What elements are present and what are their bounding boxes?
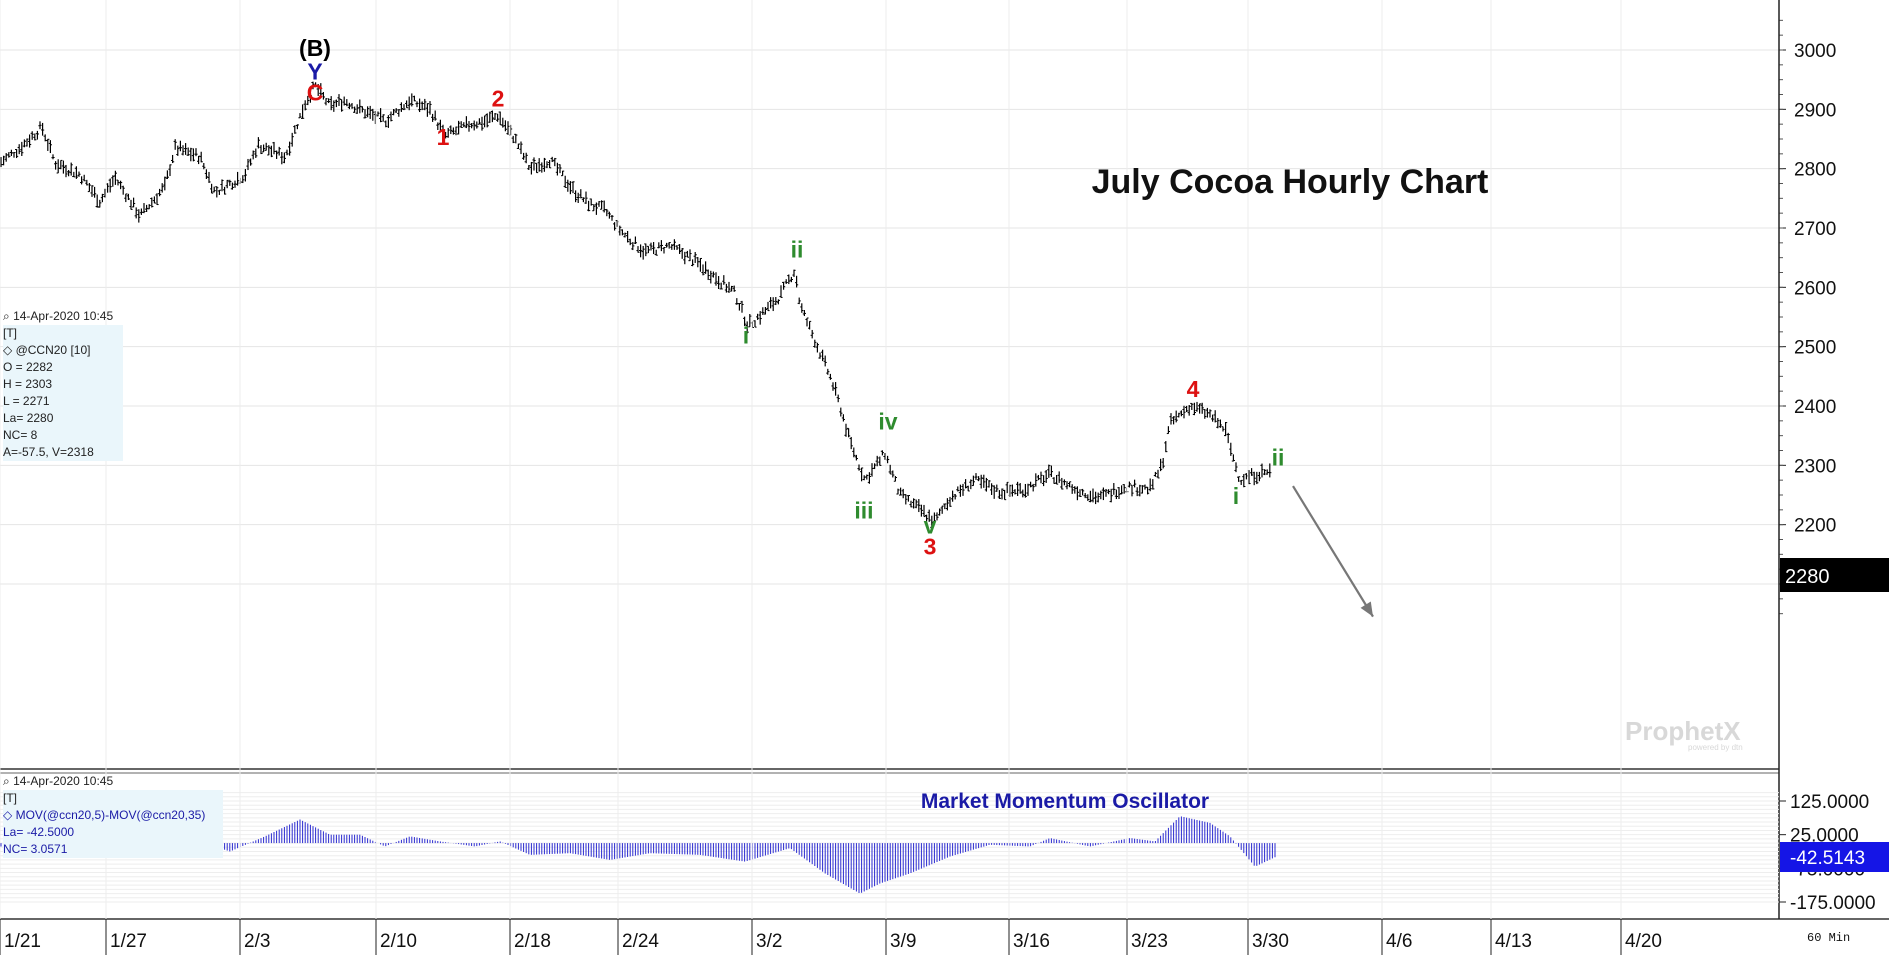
info-low: L = 2271: [3, 393, 123, 410]
date-tick-label: 2/18: [514, 931, 551, 952]
date-tick-label: 1/27: [110, 931, 147, 952]
wave-label: i: [743, 323, 749, 349]
info-symbol: ◇ @CCN20 [10]: [3, 342, 123, 359]
price-tick-label: 3000: [1794, 41, 1836, 62]
watermark-sub: powered by dtn: [1688, 743, 1743, 752]
price-tick-label: 2400: [1794, 397, 1836, 418]
date-tick-label: 2/3: [244, 931, 270, 952]
price-tick-label: 2300: [1794, 456, 1836, 477]
date-tick-label: 3/23: [1131, 931, 1168, 952]
oscillator-tick-label: -175.0000: [1790, 893, 1876, 914]
wave-label: C: [307, 79, 324, 105]
wave-label: ii: [1272, 444, 1285, 470]
info-high: H = 2303: [3, 376, 123, 393]
date-tick-label: 1/21: [4, 931, 41, 952]
wave-label: iii: [854, 498, 873, 524]
wave-label: 2: [492, 85, 505, 111]
wave-label: Y: [307, 59, 322, 85]
price-axis: 3000290028002700260025002400230022002100: [1779, 19, 1836, 615]
wave-label: i: [1233, 483, 1239, 509]
osc-info-nc: NC= 3.0571: [3, 841, 223, 858]
last-price-badge: [1780, 558, 1889, 592]
oscillator-tick-label: 25.0000: [1790, 826, 1859, 847]
price-tick-label: 2800: [1794, 160, 1836, 181]
magnifier-icon[interactable]: ⌕: [3, 774, 10, 788]
wave-label: ii: [791, 237, 804, 263]
date-axis: 1/21 1/27 2/3 2/10 2/18 2/24 3/2 3/9 3/16 3/23 3/3…: [0, 0, 1662, 955]
price-bars: [0, 81, 1272, 528]
projection-arrow: [1292, 485, 1374, 618]
wave-label: (B): [299, 35, 331, 61]
magnifier-icon[interactable]: ⌕: [3, 309, 10, 323]
osc-info-last: La= -42.5000: [3, 824, 223, 841]
wave-label: 4: [1187, 376, 1200, 402]
oscillator-title: Market Momentum Oscillator: [921, 790, 1209, 813]
price-tick-label: 2200: [1794, 516, 1836, 537]
info-date: ⌕ 14-Apr-2020 10:45: [3, 309, 114, 323]
date-tick-label: 4/13: [1495, 931, 1532, 952]
projection-arrow-line: [1292, 485, 1374, 618]
chart-title: July Cocoa Hourly Chart: [1092, 163, 1489, 201]
wave-label: v: [924, 513, 937, 539]
price-info-panel: ⌕ 14-Apr-2020 10:45 [T] ◇ @CCN20 [10] O …: [3, 308, 123, 461]
price-gridlines: [0, 49, 1779, 585]
timeframe-label: 60 Min: [1807, 931, 1850, 945]
wave-label: iv: [878, 409, 897, 435]
info-mode: [T]: [3, 325, 123, 342]
info-nc: NC= 8: [3, 427, 123, 444]
date-tick-label: 3/9: [890, 931, 916, 952]
oscillator-tick-label: 125.0000: [1790, 792, 1869, 813]
oscillator-info-panel: ⌕ 14-Apr-2020 10:45 [T] ◇ MOV(@ccn20,5)-…: [3, 773, 223, 858]
diamond-icon: ◇: [3, 343, 13, 357]
date-tick-label: 3/16: [1013, 931, 1050, 952]
osc-info-formula: ◇ MOV(@ccn20,5)-MOV(@ccn20,35): [3, 807, 223, 824]
price-tick-label: 2600: [1794, 278, 1836, 299]
date-tick-label: 2/24: [622, 931, 659, 952]
oscillator-last-label: -42.5143: [1790, 848, 1865, 869]
wave-label: 1: [437, 124, 450, 150]
date-tick-label: 4/6: [1386, 931, 1412, 952]
price-tick-label: 2500: [1794, 338, 1836, 359]
watermark-logo: ProphetX: [1625, 716, 1741, 746]
oscillator-last-badge: [1780, 842, 1889, 872]
last-price-label: 2280: [1785, 566, 1830, 588]
info-last: La= 2280: [3, 410, 123, 427]
price-tick-label: 2900: [1794, 100, 1836, 121]
diamond-icon: ◇: [3, 808, 13, 822]
wave-label: 3: [924, 533, 937, 559]
projection-arrow-head: [1360, 601, 1373, 617]
osc-info-date: ⌕ 14-Apr-2020 10:45: [3, 774, 114, 788]
osc-info-mode: [T]: [3, 790, 223, 807]
date-tick-label: 3/2: [756, 931, 782, 952]
date-tick-label: 2/10: [380, 931, 417, 952]
date-tick-label: 4/20: [1625, 931, 1662, 952]
date-tick-label: 3/30: [1252, 931, 1289, 952]
oscillator-gridlines: [0, 792, 1779, 903]
price-plot-area: [0, 0, 1779, 769]
info-av: A=-57.5, V=2318: [3, 444, 123, 461]
price-tick-label: 2700: [1794, 219, 1836, 240]
info-open: O = 2282: [3, 359, 123, 376]
